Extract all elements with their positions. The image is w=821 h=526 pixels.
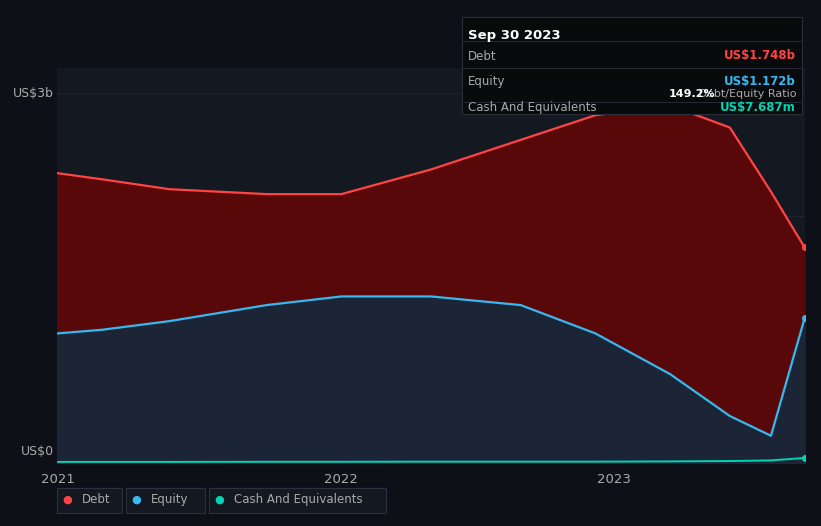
Text: US$3b: US$3b: [13, 87, 53, 99]
Text: Cash And Equivalents: Cash And Equivalents: [234, 493, 363, 506]
Text: Cash And Equivalents: Cash And Equivalents: [468, 102, 597, 115]
Text: Sep 30 2023: Sep 30 2023: [468, 29, 561, 42]
Text: ●: ●: [214, 494, 224, 505]
Text: Debt: Debt: [82, 493, 111, 506]
Text: ●: ●: [131, 494, 141, 505]
Text: US$0: US$0: [21, 445, 53, 458]
Text: 149.2%: 149.2%: [668, 89, 715, 99]
Text: Debt: Debt: [468, 49, 497, 63]
Text: US$1.172b: US$1.172b: [724, 75, 796, 87]
Text: Debt/Equity Ratio: Debt/Equity Ratio: [695, 89, 796, 99]
Text: US$7.687m: US$7.687m: [720, 102, 796, 115]
Text: Equity: Equity: [151, 493, 189, 506]
Text: Equity: Equity: [468, 75, 506, 87]
Text: ●: ●: [62, 494, 72, 505]
Text: US$1.748b: US$1.748b: [724, 49, 796, 63]
